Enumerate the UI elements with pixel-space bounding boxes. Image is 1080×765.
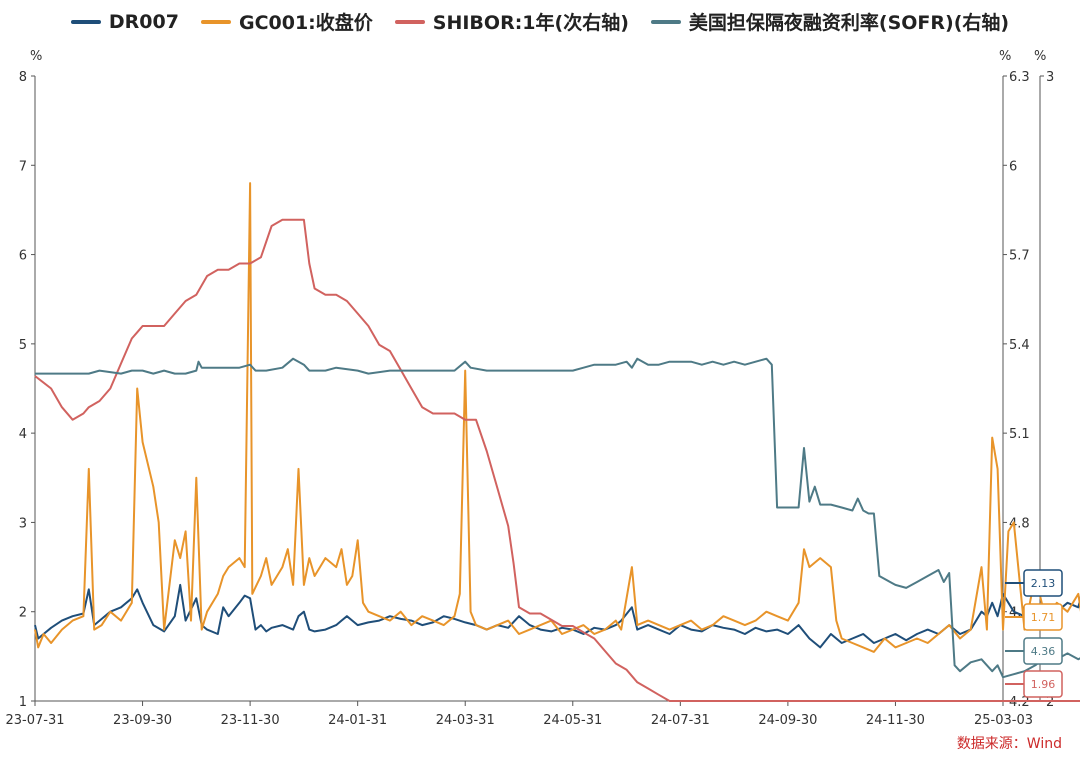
left-tick-label: 5 (19, 338, 27, 353)
right-tick-label: 6 (1009, 159, 1017, 174)
legend-swatch-dr007 (70, 19, 101, 24)
left-tick-label: 4 (19, 427, 27, 442)
end-label-box (1023, 670, 1063, 698)
x-tick-label: 24-11-30 (866, 713, 925, 728)
secondary-right-axis-unit: % (1034, 49, 1046, 64)
legend-swatch-gc001 (200, 19, 231, 24)
secondary-right-tick-label: 2 (1046, 695, 1054, 710)
legend-swatch-shibor (394, 19, 425, 24)
series-line (34, 583, 1080, 649)
end-label-value: 4.36 (1031, 645, 1056, 658)
end-label-box (1023, 603, 1063, 631)
plot-frame (34, 76, 1041, 702)
x-tick-label: 23-09-30 (113, 713, 172, 728)
end-label-box (1023, 637, 1063, 665)
legend-swatch-sofr (650, 19, 681, 24)
x-tick-label: 24-09-30 (758, 713, 817, 728)
series-layer (34, 182, 1080, 702)
series-line (34, 182, 1080, 653)
x-tick-label: 23-11-30 (221, 713, 280, 728)
left-tick-label: 2 (19, 606, 27, 621)
left-tick-label: 6 (19, 249, 27, 264)
x-tick-label: 24-01-31 (328, 713, 387, 728)
left-tick-label: 8 (19, 70, 27, 85)
x-tick-label: 23-07-31 (5, 713, 64, 728)
end-labels: 2.13 1.71 4.36 1.96 (1005, 569, 1063, 698)
legend-item-gc001[interactable]: GC001:收盘价 (200, 8, 373, 35)
x-tick-label: 25-03-03 (974, 713, 1033, 728)
left-tick-label: 1 (19, 695, 27, 710)
end-label-value: 2.13 (1031, 577, 1056, 590)
series-line (35, 357, 1080, 679)
right-tick-label: 6.3 (1009, 70, 1030, 85)
legend: DR007 GC001:收盘价 SHIBOR:1年(次右轴) 美国担保隔夜融资利… (0, 8, 1080, 35)
left-y-axis: 1 2 3 4 5 6 7 8% (19, 49, 43, 710)
legend-item-shibor[interactable]: SHIBOR:1年(次右轴) (394, 8, 629, 35)
x-tick-label: 24-03-31 (436, 713, 495, 728)
end-label-value: 1.96 (1031, 678, 1056, 691)
legend-label-gc001: GC001:收盘价 (238, 12, 373, 34)
legend-item-sofr[interactable]: 美国担保隔夜融资利率(SOFR)(右轴) (650, 8, 1010, 35)
right-tick-label: 5.7 (1009, 249, 1030, 264)
x-tick-label: 24-07-31 (651, 713, 710, 728)
left-tick-label: 3 (19, 516, 27, 531)
data-source-note: 数据来源：Wind (956, 736, 1062, 752)
secondary-right-tick-label: 3 (1046, 70, 1054, 85)
legend-label-sofr: 美国担保隔夜融资利率(SOFR)(右轴) (688, 12, 1010, 34)
end-label-value: 1.71 (1031, 611, 1056, 624)
right-tick-label: 5.1 (1009, 427, 1030, 442)
right-axis-unit: % (999, 49, 1011, 64)
x-axis: 23-07-31 23-09-30 23-11-30 24-01-31 24-03-31… (5, 701, 1033, 728)
legend-item-dr007[interactable]: DR007 (70, 10, 179, 33)
right-tick-label: 4.2 (1009, 695, 1030, 710)
right-tick-label: 5.4 (1009, 338, 1030, 353)
end-label-box (1023, 569, 1063, 597)
legend-label-dr007: DR007 (108, 10, 179, 33)
legend-label-shibor: SHIBOR:1年(次右轴) (432, 12, 629, 34)
left-tick-label: 7 (19, 159, 27, 174)
left-axis-unit: % (30, 49, 42, 64)
series-line (34, 218, 1080, 702)
x-tick-label: 24-05-31 (543, 713, 602, 728)
